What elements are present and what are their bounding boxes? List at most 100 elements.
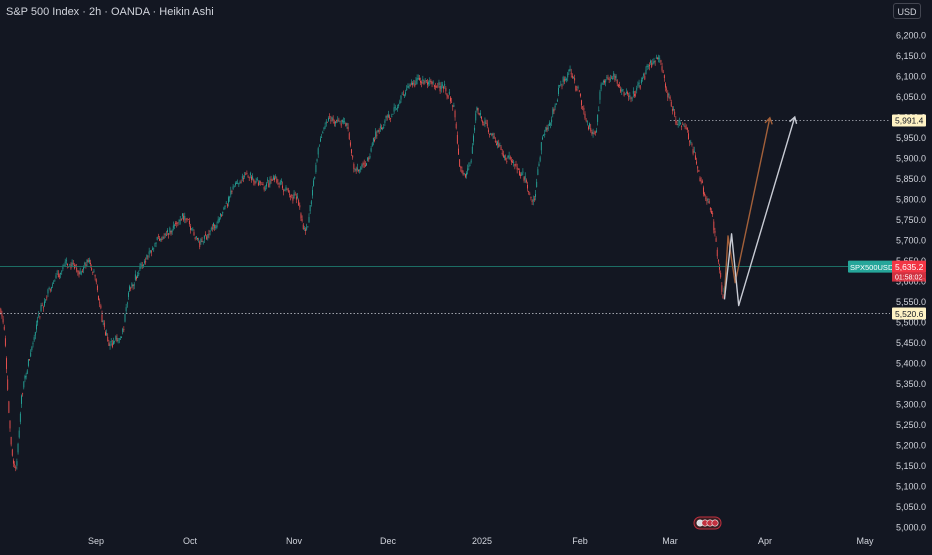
candle-body [548, 122, 550, 126]
candle-body [627, 92, 628, 94]
candle-body [681, 125, 683, 127]
candle-body [636, 88, 638, 91]
candle-body [38, 314, 40, 317]
candle-body [643, 74, 645, 76]
candle-body [220, 213, 221, 216]
candle-body [41, 305, 43, 306]
candle-body [429, 80, 431, 83]
candle-body [675, 119, 677, 124]
candle-body [432, 82, 434, 84]
candle-body [203, 235, 205, 239]
candle-body [57, 273, 59, 278]
candle-body [103, 322, 105, 328]
candle-body [341, 119, 343, 122]
candle-body [298, 200, 300, 206]
candle-body [190, 226, 191, 231]
candle-body [586, 121, 588, 123]
candle-body [665, 83, 666, 88]
candle-body [147, 255, 149, 257]
currency-button[interactable]: USD [893, 3, 921, 19]
candle-body [53, 282, 55, 284]
candle-body [59, 275, 60, 277]
candle-body [91, 268, 93, 271]
candle-body [676, 124, 678, 126]
candle-body [144, 261, 145, 263]
candle-body [453, 105, 455, 107]
candle-body [192, 229, 194, 231]
candle-body [46, 297, 48, 299]
candle-body [708, 200, 710, 204]
candle-body [244, 175, 246, 177]
candle-body [232, 186, 234, 189]
candle-body [617, 84, 619, 87]
candle-body [23, 381, 25, 388]
candle-body [136, 277, 137, 279]
candle-body [15, 466, 17, 469]
candle-body [54, 279, 56, 281]
candle-body [540, 142, 542, 151]
candle-body [639, 85, 641, 89]
candle-body [155, 242, 157, 244]
candle-body [670, 102, 672, 107]
candle-body [249, 173, 251, 176]
candle-body [291, 195, 293, 196]
candle-body [326, 121, 328, 123]
candle-body [29, 358, 30, 360]
candle-body [221, 215, 223, 217]
y-tick-label: 5,500.0 [896, 318, 926, 328]
candle-body [117, 340, 119, 341]
candle-body [226, 204, 228, 207]
candle-body [698, 169, 700, 172]
candle-body [707, 198, 709, 201]
candle-body [175, 223, 177, 224]
candle-body [427, 82, 428, 85]
candles [0, 54, 726, 472]
candle-body [714, 230, 716, 233]
candle-body [537, 169, 539, 175]
candle-body [611, 77, 612, 79]
candle-body [699, 177, 701, 182]
candle-body [187, 219, 189, 221]
candle-body [607, 77, 609, 79]
candle-body [482, 121, 484, 123]
candle-body [239, 182, 241, 183]
candle-body [274, 177, 275, 181]
candle-body [584, 113, 586, 119]
candle-body [277, 183, 279, 184]
candle-body [125, 307, 127, 312]
events-badge[interactable] [693, 516, 722, 530]
candle-body [313, 180, 315, 187]
candle-body [328, 118, 329, 121]
candle-body [6, 358, 7, 370]
candle-body [101, 314, 103, 322]
candle-body [645, 69, 647, 75]
candle-body [207, 234, 209, 238]
candle-body [27, 359, 29, 366]
candle-body [578, 90, 580, 92]
candle-body [379, 126, 381, 129]
candle-body [659, 58, 661, 60]
candle-body [252, 176, 254, 180]
symbol-label: SPX500USD [850, 263, 894, 272]
candle-body [199, 241, 201, 248]
candle-body [323, 127, 325, 129]
candle-body [478, 113, 480, 116]
candle-body [22, 393, 24, 395]
candle-body [533, 198, 535, 200]
candle-body [2, 318, 4, 323]
y-tick-label: 6,150.0 [896, 51, 926, 61]
candle-body [678, 121, 680, 123]
candle-body [286, 188, 288, 190]
candle-body [694, 155, 696, 160]
candle-body [253, 179, 255, 182]
candle-body [715, 238, 717, 242]
candle-body [65, 260, 67, 262]
candle-body [463, 173, 465, 175]
candle-body [180, 219, 182, 221]
candle-body [483, 124, 485, 126]
candle-body [417, 78, 419, 79]
candle-body [320, 138, 321, 142]
candle-body [34, 331, 36, 336]
